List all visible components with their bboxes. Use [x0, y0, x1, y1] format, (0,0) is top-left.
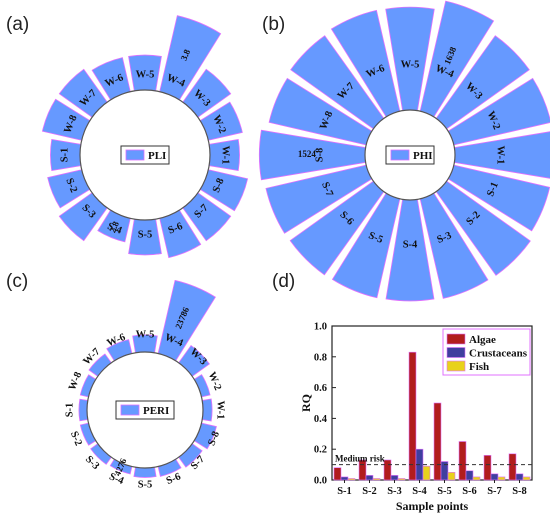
panel-label: (d): [272, 271, 295, 292]
panel-a: (a)W-1W-2W-3W-4W-5W-6W-7W-8S-1S-2S-3S-4 S…: [6, 14, 249, 259]
data-label-w-4: 3.8: [179, 47, 193, 62]
bar-algae-s-3: [383, 459, 392, 481]
category-label-s-5: S-5: [138, 479, 153, 490]
bar-fish-s-6: [472, 476, 481, 481]
category-label-s-8: S-8: [211, 177, 227, 195]
data-label-s-4: 2.8: [107, 219, 121, 234]
x-tick-label-s-7: S-7: [487, 486, 502, 497]
bar-fish-s-8: [522, 476, 531, 481]
legend-swatch: [125, 149, 145, 161]
legend-swatch: [120, 404, 140, 416]
bar-algae-s-4: [408, 351, 417, 481]
bar-w-1: [201, 398, 213, 422]
panel-d: (d) 0.0 0.2 0.4 0.6 0.8 1.0 S-1 S-2 S-3 S-4 S-5 S-6 S…: [272, 271, 533, 513]
category-label-w-1: W-1: [220, 146, 231, 165]
bar-algae-s-5: [433, 402, 442, 481]
category-label-s-4: S-4: [403, 239, 418, 250]
y-tick-label: 0.2: [314, 445, 327, 456]
category-label-s-2: S-2: [63, 177, 79, 195]
legend-swatch-fish: [446, 360, 466, 372]
category-label-w-1: W-1: [495, 146, 506, 165]
category-label-s-3: S-3: [436, 230, 454, 246]
bar-s-5: [133, 466, 157, 478]
panel-label: (a): [6, 14, 29, 35]
legend: PERI: [115, 400, 175, 420]
y-axis-title: RQ: [299, 394, 313, 412]
bar-crustaceans-s-7: [490, 473, 499, 481]
category-label-s-1: S-1: [64, 403, 75, 418]
category-label-w-1: W-1: [215, 401, 226, 420]
y-tick-label: 1.0: [314, 322, 327, 333]
plot-frame: [331, 325, 533, 481]
category-label-s-6: S-6: [165, 471, 183, 487]
bar-crustaceans-s-6: [465, 470, 474, 481]
bar-algae-s-8: [508, 453, 517, 481]
legend-label: PHI: [413, 150, 433, 162]
bar-algae-s-2: [358, 459, 367, 481]
bar-fish-s-3: [397, 478, 406, 481]
x-axis-title: Sample points: [396, 499, 469, 513]
panel-c: (c)W-1W-2W-3W-4W-5W-6W-7W-8S-1S-2S-3S-4 S…: [6, 271, 226, 490]
category-label-s-6: S-6: [167, 221, 185, 237]
x-tick-label-s-5: S-5: [437, 486, 452, 497]
legend-swatch: [390, 149, 410, 161]
legend-label: PLI: [148, 150, 166, 162]
category-label-s-5: S-5: [367, 230, 385, 246]
y-tick-label: 0.4: [314, 414, 328, 425]
legend-label: PERI: [143, 405, 169, 417]
category-label-s-7: S-7: [319, 181, 335, 199]
x-tick-label-s-2: S-2: [362, 486, 377, 497]
data-label-s-8: 1524: [298, 149, 317, 159]
bar-algae-s-7: [483, 455, 492, 481]
bar-crustaceans-s-1: [340, 476, 349, 481]
bar-algae-s-6: [458, 441, 467, 481]
y-tick-label: 0.8: [314, 352, 327, 363]
category-label-w-5: W-5: [136, 329, 155, 340]
legend-swatch-algae: [446, 333, 466, 345]
x-tick-label-s-4: S-4: [412, 486, 427, 497]
bar-fish-s-7: [497, 476, 506, 481]
category-label-s-4: S-4: [106, 221, 124, 237]
category-label-s-5: S-5: [138, 229, 153, 240]
bar-crustaceans-s-2: [365, 475, 374, 481]
legend-label-crustaceans: Crustaceans: [469, 348, 528, 360]
bar-fish-s-2: [372, 478, 381, 481]
bar-fish-s-1: [347, 478, 356, 481]
x-tick-label-s-3: S-3: [387, 486, 402, 497]
category-label-s-8: S-8: [206, 430, 222, 448]
category-label-w-5: W-5: [401, 59, 420, 70]
legend-swatch-crustaceans: [446, 347, 466, 358]
panel-label: (b): [262, 14, 285, 35]
legend: PHI: [385, 145, 435, 165]
bar-crustaceans-s-8: [515, 473, 524, 481]
bar-crustaceans-s-3: [390, 475, 399, 481]
bar-fish-s-5: [447, 471, 456, 481]
y-tick-label: 0.6: [314, 383, 327, 394]
category-label-s-1: S-1: [485, 181, 501, 199]
bar-w-4: [157, 279, 216, 362]
x-tick-label-s-8: S-8: [512, 486, 527, 497]
panel-label: (c): [6, 271, 28, 292]
reference-line-label: Medium risk: [335, 454, 385, 464]
x-tick-label-s-6: S-6: [462, 486, 477, 497]
bar-algae-s-1: [333, 467, 342, 481]
category-label-w-5: W-5: [136, 69, 155, 80]
category-label-s-8: S-8: [314, 148, 325, 163]
category-label-s-2: S-2: [68, 430, 84, 448]
category-label-s-1: S-1: [59, 148, 70, 163]
category-label-s-4: S-4: [107, 471, 125, 487]
bar-fish-s-4: [422, 465, 431, 481]
panel-b: (b)W-1W-2W-3W-4W-5W-6W-7W-8S-8S-7S-6S-5 S…: [259, 0, 550, 302]
legend-label-algae: Algae: [469, 334, 496, 346]
legend-label-fish: Fish: [469, 361, 489, 373]
x-tick-label-s-1: S-1: [337, 486, 352, 497]
legend: PLI: [120, 145, 170, 165]
y-tick-label: 0.0: [314, 476, 327, 487]
